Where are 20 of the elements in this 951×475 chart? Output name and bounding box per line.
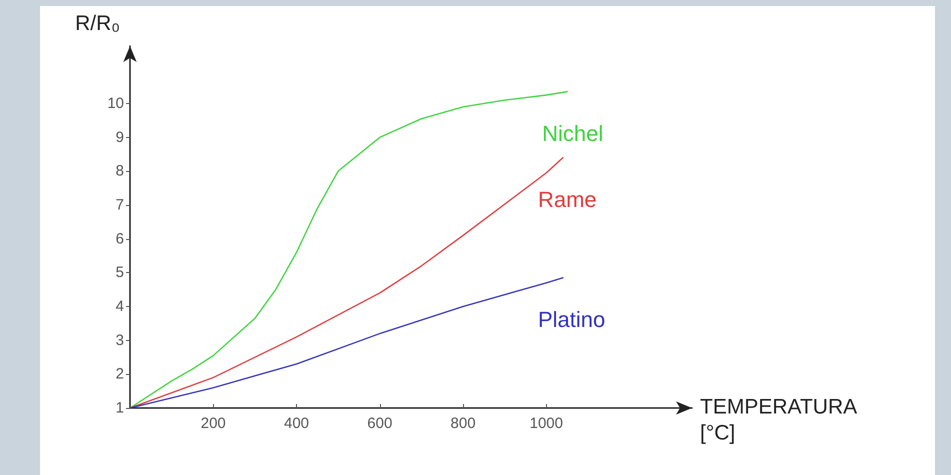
y-tick-label: 7 [116, 196, 124, 214]
y-tick-label: 2 [116, 366, 124, 383]
y-tick-label: 1 [116, 400, 124, 416]
x-axis-title: TEMPERATURA [°C] [700, 396, 858, 444]
y-tick-label: 3 [116, 332, 124, 349]
series-label: Nichel [542, 121, 604, 146]
x-tick-label: 600 [367, 415, 392, 432]
y-tick-label: 5 [116, 264, 124, 282]
x-tick-label: 400 [284, 415, 310, 432]
series-label: Rame [538, 187, 597, 212]
x-tick-label: 800 [450, 415, 476, 432]
y-tick-label: 9 [116, 128, 124, 146]
series-label: Platino [538, 307, 606, 332]
x-tick-label: 1000 [530, 415, 563, 432]
y-tick-label: 8 [116, 162, 124, 180]
y-tick-label: 10 [107, 95, 124, 112]
x-tick-label: 200 [200, 415, 226, 432]
y-axis-title: R/R₀ [75, 12, 120, 35]
y-tick-label: 4 [116, 298, 124, 316]
y-tick-label: 6 [116, 230, 124, 248]
